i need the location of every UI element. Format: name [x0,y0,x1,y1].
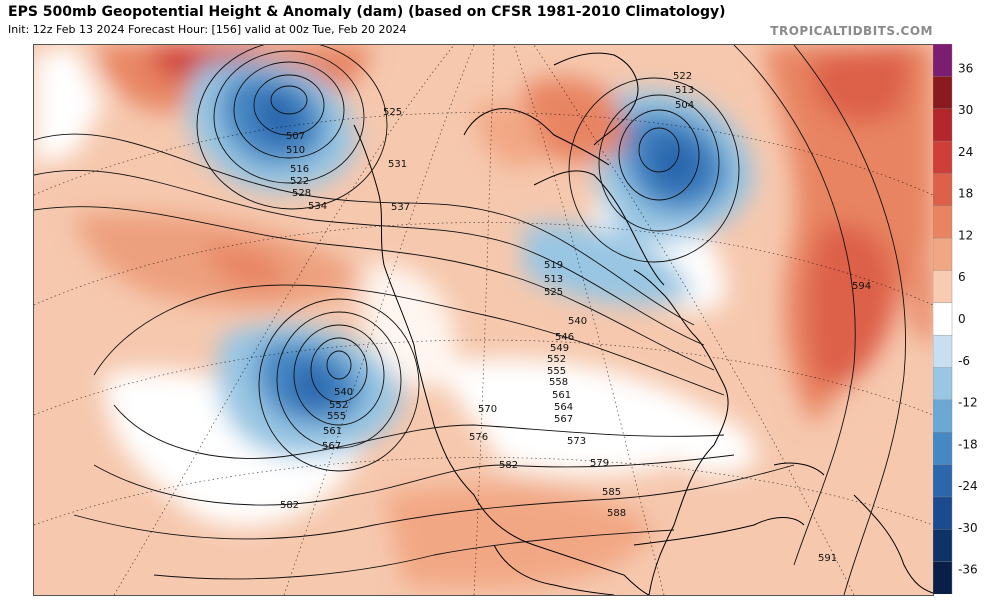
anomaly-field [34,45,933,589]
contour-label: 558 [549,377,568,388]
colorbar-swatch [933,76,953,110]
colorbar-tick-label: -24 [958,479,978,493]
graticule [34,45,933,595]
contour-label: 531 [388,159,407,170]
contour-label: 534 [308,201,327,212]
contour-label: 513 [675,85,694,96]
colorbar-tick-label: -18 [958,437,978,451]
chart-title: EPS 500mb Geopotential Height & Anomaly … [8,4,726,20]
contour-label: 540 [334,387,353,398]
contour-label: 528 [292,188,311,199]
colorbar-swatch [933,367,953,401]
colorbar-swatch [933,270,953,304]
colorbar-tick-label: 0 [958,312,966,326]
colorbar-labels: 36 30 24 18 12 6 0 -6 -12 -18 -24 -30 -36 [958,61,978,576]
colorbar-swatch [933,529,953,563]
contour-label: 561 [552,390,571,401]
contour-label: 522 [673,71,692,82]
contour-label: 555 [327,411,346,422]
contour-label: 537 [391,202,410,213]
contour-label: 561 [323,426,342,437]
contour-label: 579 [590,458,609,469]
contour-label: 516 [290,164,309,175]
colorbar-swatch [933,464,953,498]
contour-label: 555 [547,366,566,377]
colorbar-swatch [933,237,953,272]
colorbar-swatch [933,205,953,239]
contour-label: 588 [607,508,626,519]
colorbar-tick-label: 18 [958,187,973,201]
contour-label: 576 [469,432,488,443]
map-svg: 507 510 516 522 528 534 525 531 537 522 … [34,45,933,595]
colorbar-swatch [933,302,953,336]
contour-label: 552 [329,400,348,411]
contour-label: 591 [818,553,837,564]
anomaly-colorbar: 36 30 24 18 12 6 0 -6 -12 -18 -24 -30 -36 [933,44,985,594]
contour-label: 504 [675,100,694,111]
contour-label: 582 [499,460,518,471]
contour-label: 549 [550,343,569,354]
contour-label: 519 [544,260,563,271]
forecast-info: Init: 12z Feb 13 2024 Forecast Hour: [15… [8,23,407,36]
contour-label: 567 [322,441,341,452]
colorbar-swatch [933,140,953,175]
contour-label: 513 [544,274,563,285]
contour-label: 567 [554,414,573,425]
contour-label: 525 [383,107,402,118]
colorbar-tick-label: -36 [958,563,978,577]
contour-label: 564 [554,402,573,413]
colorbar-swatch [933,108,953,142]
colorbar-tick-label: 30 [958,103,973,117]
colorbar-swatch [933,496,953,530]
colorbar-tick-label: 36 [958,61,973,75]
contour-label: 525 [544,287,563,298]
contour-label: 582 [280,500,299,511]
colorbar-tick-label: -6 [958,354,970,368]
colorbar-swatch [933,44,953,78]
colorbar-swatch [933,432,953,466]
height-contours [34,45,906,595]
map-panel: 507 510 516 522 528 534 525 531 537 522 … [33,44,934,596]
contour-label: 570 [478,404,497,415]
contour-label: 585 [602,487,621,498]
contour-label: 552 [547,354,566,365]
contour-label: 573 [567,436,586,447]
contour-label: 546 [555,332,574,343]
contour-labels: 507 510 516 522 528 534 525 531 537 522 … [280,71,871,564]
brand-watermark: TROPICALTIDBITS.COM [770,24,933,38]
colorbar-swatch [933,173,953,207]
colorbar-tick-label: -12 [958,396,978,410]
colorbar-svg: 36 30 24 18 12 6 0 -6 -12 -18 -24 -30 -36 [933,44,978,594]
colorbar-swatch [933,399,953,433]
contour-label: 507 [286,131,305,142]
colorbar-tick-label: 6 [958,270,966,284]
contour-label: 540 [568,316,587,327]
contour-label: 510 [286,145,305,156]
contour-label: 522 [290,176,309,187]
colorbar-tick-label: 24 [958,145,973,159]
contour-label: 594 [852,281,871,292]
colorbar-tick-label: -30 [958,521,978,535]
coastlines [353,52,933,595]
colorbar-swatches [933,44,953,594]
colorbar-tick-label: 12 [958,228,973,242]
colorbar-swatch [933,561,953,594]
colorbar-swatch [933,334,953,369]
